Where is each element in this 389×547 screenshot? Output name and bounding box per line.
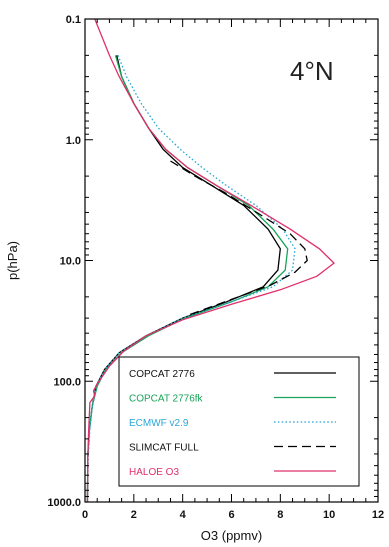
legend-box	[118, 356, 360, 487]
y-tick-label: 10.0	[60, 256, 81, 268]
y-tick-label: 100.0	[53, 376, 81, 388]
series-line-3	[170, 160, 308, 316]
legend-label: COPCAT 2776	[129, 369, 195, 380]
x-tick-label: 6	[228, 509, 234, 521]
y-tick-label: 1000.0	[47, 497, 81, 509]
x-tick-label: 12	[372, 509, 384, 521]
legend-label: COPCAT 2776fk	[129, 394, 204, 405]
x-tick-label: 8	[277, 509, 283, 521]
x-tick-label: 0	[82, 509, 88, 521]
legend-label: SLIMCAT FULL	[129, 443, 199, 454]
legend-label: ECMWF v2.9	[129, 418, 189, 429]
region-label: 4°N	[290, 56, 334, 86]
axis-ticks: 0 2 4 6 8 10 12 0.1 1.0 10.0 100.0 1000.0	[47, 14, 384, 521]
series-line-4	[86, 18, 335, 503]
legend: COPCAT 2776 COPCAT 2776fk ECMWF v2.9 SLIMCA…	[118, 356, 360, 487]
y-tick-label: 0.1	[66, 14, 81, 26]
x-tick-label: 2	[131, 509, 137, 521]
legend-label: HALOE O3	[129, 467, 179, 478]
x-tick-label: 10	[323, 509, 335, 521]
y-axis-title: p(hPa)	[5, 241, 20, 280]
y-tick-label: 1.0	[66, 135, 81, 147]
x-tick-label: 4	[180, 509, 187, 521]
plot-area	[86, 18, 335, 503]
x-axis-title: O3 (ppmv)	[201, 528, 262, 543]
